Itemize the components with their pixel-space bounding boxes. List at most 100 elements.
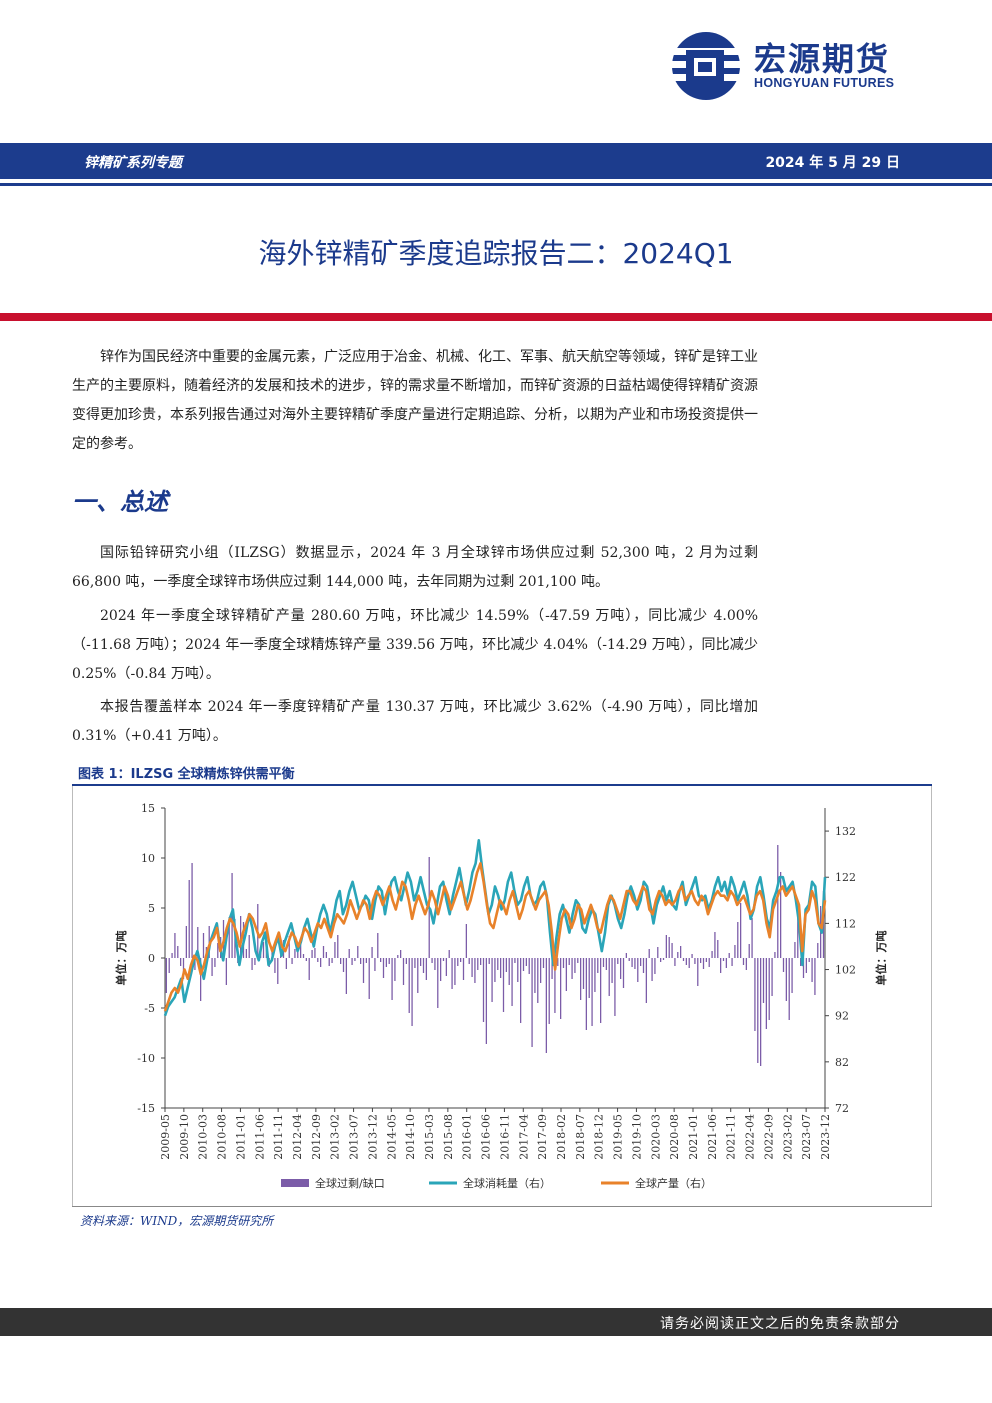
bar-surplus — [311, 950, 313, 958]
bar-surplus — [240, 916, 242, 958]
bar-surplus — [557, 958, 559, 966]
right-tick-label: 112 — [835, 917, 856, 930]
bar-surplus — [591, 958, 593, 1026]
paragraph-ilzsg: 国际铅锌研究小组（ILZSG）数据显示，2024 年 3 月全球锌市场供应过剩 … — [72, 545, 758, 590]
bar-surplus — [771, 958, 773, 996]
bar-surplus — [505, 958, 507, 972]
bar-surplus — [577, 958, 579, 963]
bar-surplus — [397, 955, 399, 958]
bar-surplus — [700, 958, 702, 963]
bar-surplus — [662, 958, 665, 960]
bar-surplus — [334, 942, 336, 958]
bar-surplus — [391, 958, 393, 1000]
left-tick-label: 5 — [148, 902, 155, 915]
x-tick-label: 2018-12 — [593, 1114, 606, 1160]
bar-surplus — [302, 954, 305, 958]
bar-surplus — [554, 958, 556, 1013]
legend-label: 全球产量（右） — [635, 1176, 712, 1190]
bar-surplus — [685, 958, 687, 965]
x-tick-label: 2013-07 — [348, 1114, 361, 1160]
bar-surplus — [451, 958, 453, 989]
bar-surplus — [165, 958, 167, 993]
x-tick-label: 2010-03 — [197, 1114, 210, 1160]
x-tick-label: 2023-12 — [819, 1114, 832, 1160]
header-divider — [0, 183, 992, 186]
bar-surplus — [362, 958, 365, 983]
bar-surplus — [374, 958, 376, 971]
bar-surplus — [262, 942, 265, 958]
bar-surplus — [388, 958, 390, 964]
bar-surplus — [365, 958, 367, 963]
bar-surplus — [354, 958, 356, 961]
bar-surplus — [717, 940, 719, 958]
bar-surplus — [342, 958, 345, 972]
bar-surplus — [485, 958, 487, 1044]
x-tick-label: 2022-04 — [744, 1114, 757, 1160]
figure-bottom-rule — [72, 1206, 932, 1207]
x-tick-label: 2009-10 — [178, 1114, 191, 1160]
bar-surplus — [585, 958, 587, 1030]
x-tick-label: 2018-02 — [555, 1114, 568, 1160]
bar-surplus — [182, 958, 185, 979]
bar-surplus — [314, 948, 316, 958]
bar-surplus — [742, 958, 745, 965]
bar-surplus — [345, 958, 347, 994]
bar-surplus — [622, 958, 625, 988]
bar-surplus — [197, 927, 199, 958]
x-tick-label: 2016-11 — [498, 1114, 511, 1160]
bar-surplus — [534, 958, 536, 993]
left-tick-label: -15 — [137, 1102, 155, 1115]
left-axis-title: 单位：万吨 — [114, 931, 128, 986]
bar-surplus — [708, 958, 710, 967]
bar-surplus — [425, 958, 427, 980]
bar-surplus — [754, 958, 756, 1031]
section-heading: 一、总述 — [72, 488, 168, 516]
right-tick-label: 82 — [835, 1056, 849, 1069]
bar-surplus — [648, 949, 650, 958]
bar-surplus — [602, 958, 605, 967]
bar-surplus — [671, 943, 673, 958]
bar-surplus — [414, 958, 416, 968]
bar-surplus — [454, 958, 456, 985]
bar-surplus — [562, 958, 565, 968]
bar-surplus — [722, 958, 725, 961]
x-tick-label: 2013-12 — [366, 1114, 379, 1160]
bar-surplus — [285, 958, 287, 969]
x-tick-label: 2021-06 — [706, 1114, 719, 1160]
bar-surplus — [254, 958, 256, 965]
logo-mark-icon — [672, 32, 740, 100]
bar-surplus — [377, 933, 379, 958]
bar-surplus — [660, 958, 662, 962]
bar-surplus — [322, 946, 325, 958]
intro-paragraph: 锌作为国民经济中重要的金属元素，广泛应用于冶金、机械、化工、军事、航天航空等领域… — [72, 349, 758, 452]
bar-surplus — [217, 943, 219, 958]
bar-surplus — [691, 954, 693, 958]
right-axis-title: 单位：万吨 — [874, 931, 888, 986]
bar-surplus — [634, 958, 636, 969]
bar-surplus — [360, 958, 362, 964]
bar-surplus — [480, 958, 482, 965]
footer-bar: 请务必阅读正文之后的免责条款部分 — [0, 1308, 992, 1336]
bar-surplus — [274, 958, 276, 973]
bar-surplus — [651, 958, 653, 981]
bar-surplus — [780, 872, 782, 958]
bar-surplus — [542, 958, 545, 968]
bar-surplus — [465, 924, 467, 958]
bar-surplus — [500, 958, 502, 978]
left-tick-label: -10 — [137, 1052, 155, 1065]
bar-surplus — [408, 958, 410, 1013]
bar-surplus — [745, 958, 747, 970]
bar-surplus — [445, 958, 447, 976]
bar-surplus — [574, 958, 576, 973]
figure-caption: 图表 1：ILZSG 全球精炼锌供需平衡 — [78, 767, 295, 782]
bar-surplus — [545, 958, 547, 1053]
bar-surplus — [768, 958, 770, 1020]
logo-cn-text: 宏源期货 — [754, 40, 891, 78]
bar-surplus — [808, 958, 810, 962]
bar-surplus — [185, 926, 187, 958]
bar-surplus — [382, 958, 385, 978]
bar-surplus — [525, 958, 527, 966]
bar-surplus — [631, 958, 633, 967]
bar-surplus — [565, 958, 567, 991]
x-tick-label: 2015-03 — [423, 1114, 436, 1160]
